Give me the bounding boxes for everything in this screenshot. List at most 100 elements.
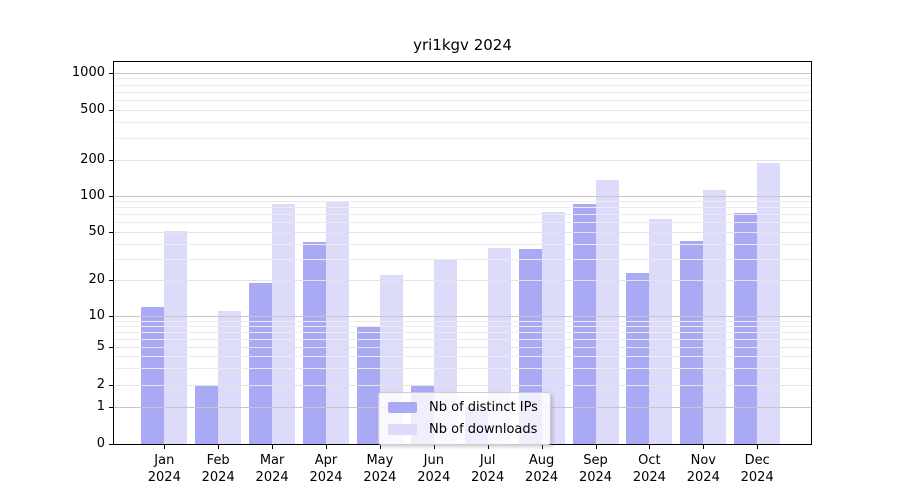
bar-distinct-ips (249, 282, 273, 444)
x-tick-mark (326, 445, 327, 449)
x-tick-month: Oct (638, 453, 661, 468)
y-tick-label: 0 (96, 436, 105, 451)
bar-distinct-ips (195, 385, 219, 444)
x-tick-year: 2024 (471, 470, 505, 485)
minor-gridline (114, 243, 811, 245)
y-tick-mark (109, 110, 113, 111)
y-tick-mark (109, 280, 113, 281)
y-tick-label: 200 (80, 152, 105, 167)
x-tick-year: 2024 (255, 470, 289, 485)
x-tick-label: Sep 2024 (568, 452, 624, 486)
x-tick-label: Aug 2024 (514, 452, 570, 486)
x-tick-month: May (366, 453, 394, 468)
x-tick-month: Jan (154, 453, 175, 468)
bar-distinct-ips (734, 212, 758, 444)
minor-gridline (114, 100, 811, 102)
bar-downloads (757, 162, 781, 444)
x-tick-year: 2024 (632, 470, 666, 485)
bar-downloads (541, 212, 565, 444)
tick-gridline (114, 232, 811, 233)
bar-downloads (703, 190, 727, 444)
x-tick-month: Feb (206, 453, 230, 468)
y-tick-mark (109, 160, 113, 161)
minor-gridline (114, 137, 811, 139)
plot-area (114, 62, 811, 444)
bar-distinct-ips (626, 272, 650, 444)
legend-label-downloads: Nb of downloads (429, 422, 538, 437)
x-tick-month: Apr (314, 453, 338, 468)
minor-gridline (114, 338, 811, 340)
bar-downloads (272, 204, 296, 444)
x-tick-label: Nov 2024 (675, 452, 731, 486)
x-tick-mark (379, 445, 381, 449)
x-tick-mark (649, 445, 651, 449)
major-gridline (114, 72, 811, 74)
x-tick-month: Jul (479, 453, 496, 468)
y-tick-mark (109, 195, 113, 197)
minor-gridline (114, 222, 811, 224)
minor-gridline (114, 331, 811, 333)
x-tick-mark (703, 445, 705, 449)
minor-gridline (114, 356, 811, 358)
y-tick-label: 1000 (71, 64, 105, 80)
bar-distinct-ips (356, 325, 380, 444)
major-gridline (114, 316, 811, 317)
bar-distinct-ips (680, 241, 704, 444)
x-tick-year: 2024 (147, 470, 181, 485)
x-tick-label: Jan 2024 (136, 452, 192, 486)
x-tick-label: Mar 2024 (244, 452, 300, 486)
x-tick-month: Aug (528, 453, 555, 468)
bar-distinct-ips (572, 204, 596, 444)
tick-gridline (114, 160, 811, 161)
x-tick-label: Jun 2024 (406, 452, 462, 486)
x-tick-year: 2024 (525, 470, 559, 485)
y-tick-mark (109, 316, 113, 317)
minor-gridline (114, 258, 811, 260)
minor-gridline (114, 368, 811, 370)
legend-item-downloads: Nb of downloads (388, 422, 538, 437)
y-tick-mark (109, 444, 113, 445)
bar-downloads (595, 180, 619, 444)
major-gridline (114, 195, 811, 197)
minor-gridline (114, 84, 811, 86)
minor-gridline (114, 320, 811, 322)
minor-gridline (114, 214, 811, 216)
x-tick-label: Apr 2024 (298, 452, 354, 486)
x-tick-label: Feb 2024 (190, 452, 246, 486)
x-tick-mark (272, 445, 274, 449)
x-tick-label: Dec 2024 (729, 452, 785, 486)
minor-gridline (114, 201, 811, 203)
bar-downloads (218, 311, 242, 444)
y-tick-label: 1 (96, 399, 105, 414)
x-tick-year: 2024 (201, 470, 235, 485)
tick-gridline (114, 347, 811, 348)
bar-downloads (326, 201, 349, 444)
y-tick-label: 100 (80, 187, 105, 203)
x-tick-month: Sep (583, 453, 608, 468)
minor-gridline (114, 325, 811, 327)
x-tick-mark (757, 445, 759, 449)
x-tick-label: Oct 2024 (621, 452, 677, 486)
legend-swatch-distinct-ips (388, 402, 417, 413)
y-tick-label: 500 (80, 102, 105, 117)
minor-gridline (114, 91, 811, 93)
x-tick-year: 2024 (686, 470, 720, 485)
x-tick-mark (487, 445, 489, 449)
x-tick-year: 2024 (578, 470, 613, 485)
y-tick-label: 20 (88, 272, 105, 287)
legend-label-distinct-ips: Nb of distinct IPs (429, 400, 538, 415)
x-tick-month: Nov (690, 453, 716, 468)
y-tick-label: 2 (96, 377, 105, 392)
x-tick-label: Jul 2024 (460, 452, 516, 486)
y-tick-label: 5 (96, 339, 105, 354)
tick-gridline (114, 110, 811, 111)
x-tick-year: 2024 (363, 470, 397, 485)
bar-distinct-ips (141, 306, 165, 444)
x-tick-mark (164, 445, 166, 449)
legend: Nb of distinct IPs Nb of downloads (378, 392, 551, 445)
legend-swatch-downloads (388, 424, 417, 435)
chart-title: yri1kgv 2024 (413, 36, 512, 54)
y-tick-mark (109, 232, 113, 233)
x-tick-year: 2024 (740, 470, 774, 485)
y-tick-label: 10 (88, 308, 105, 323)
